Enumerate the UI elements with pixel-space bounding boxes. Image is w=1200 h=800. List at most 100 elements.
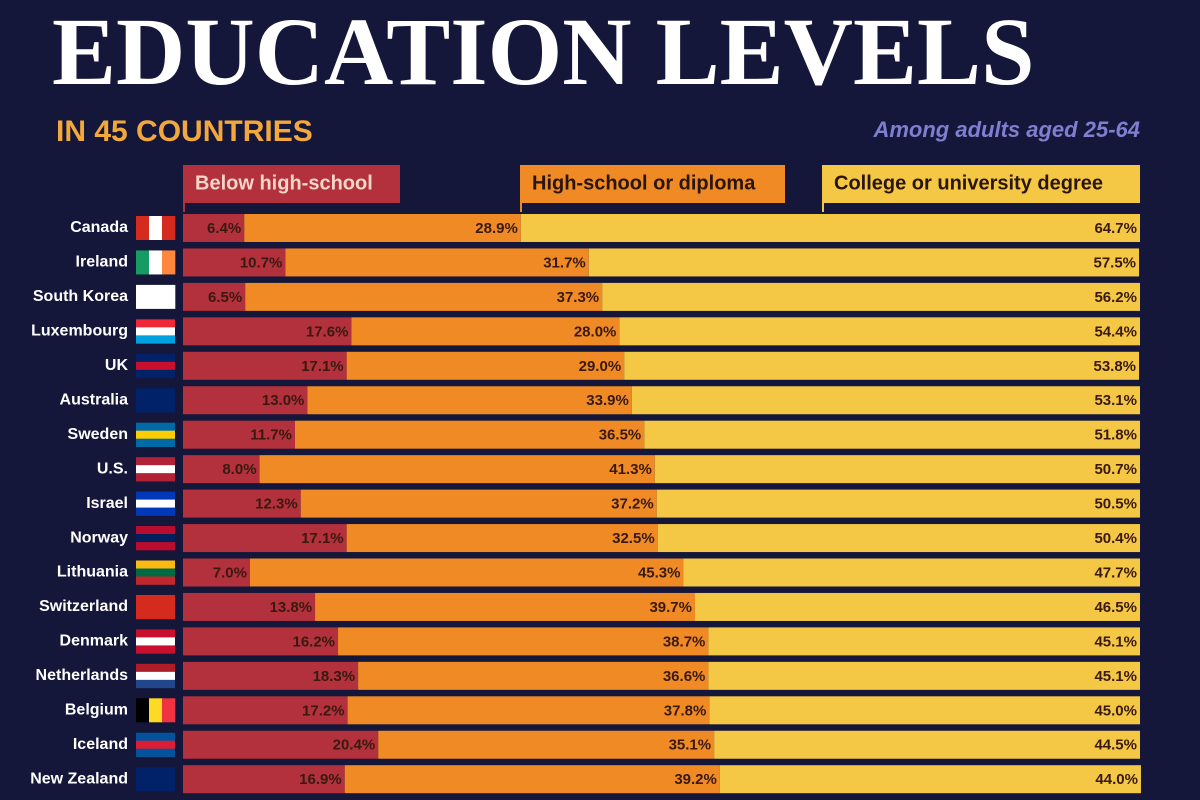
value-label: 17.1% xyxy=(301,530,344,547)
flag xyxy=(136,404,175,413)
value-label: 31.7% xyxy=(543,254,586,271)
value-label: 28.9% xyxy=(475,220,518,237)
value-label: 45.3% xyxy=(638,564,681,581)
bar-segment xyxy=(683,558,1140,587)
value-label: 7.0% xyxy=(213,564,247,581)
flag xyxy=(136,732,175,742)
value-label: 41.3% xyxy=(609,461,652,478)
bar-segment xyxy=(694,592,1140,621)
value-label: 20.4% xyxy=(333,737,376,754)
flag xyxy=(136,602,175,612)
flag xyxy=(136,430,175,439)
category-label: South Korea xyxy=(33,288,128,305)
flag xyxy=(136,560,175,569)
flag xyxy=(149,284,163,309)
bar-segment xyxy=(338,627,709,656)
bar-segment xyxy=(183,214,245,242)
flag xyxy=(136,594,175,604)
value-label: 16.2% xyxy=(292,633,335,650)
category-label: Denmark xyxy=(60,633,129,650)
bar-segment xyxy=(245,282,603,311)
value-label: 36.6% xyxy=(663,668,706,685)
flag xyxy=(136,396,175,405)
value-label: 8.0% xyxy=(222,461,256,478)
value-label: 53.1% xyxy=(1094,392,1137,409)
value-label: 17.2% xyxy=(302,702,345,719)
legend: Below high-school High-school or diploma C… xyxy=(183,165,1140,212)
value-label: 10.7% xyxy=(240,254,283,271)
value-label: 36.5% xyxy=(599,427,642,444)
value-label: 12.3% xyxy=(255,496,298,513)
category-label: Israel xyxy=(86,495,128,512)
value-label: 46.5% xyxy=(1094,599,1137,616)
bar-segment xyxy=(346,524,658,553)
legend-swatch xyxy=(822,165,1140,203)
bar-segment xyxy=(183,386,308,415)
flag xyxy=(136,473,175,482)
annotation: Among adults aged 25-64 xyxy=(872,117,1140,142)
bar-segment xyxy=(183,765,345,794)
bar-segment xyxy=(654,455,1140,484)
value-label: 53.8% xyxy=(1093,358,1136,375)
value-label: 45.1% xyxy=(1094,633,1137,650)
flag xyxy=(136,526,175,535)
legend-swatch xyxy=(183,165,400,203)
legend-label: College or university degree xyxy=(834,172,1103,194)
category-label: Switzerland xyxy=(39,598,128,615)
flag xyxy=(136,507,175,516)
bar-segment xyxy=(244,214,521,242)
bar-segment xyxy=(294,420,645,449)
flag xyxy=(136,369,175,379)
bar-segment xyxy=(588,248,1140,277)
flag xyxy=(149,250,163,275)
value-label: 50.7% xyxy=(1094,461,1137,478)
bar-segment xyxy=(183,455,260,484)
bar-segment xyxy=(183,558,250,587)
flag xyxy=(149,216,163,240)
value-label: 13.0% xyxy=(262,392,305,409)
category-label: Netherlands xyxy=(36,667,129,684)
bar-segment xyxy=(183,696,348,725)
bar-segment xyxy=(249,558,684,587)
flag xyxy=(136,388,175,397)
value-label: 6.4% xyxy=(207,220,241,237)
flag xyxy=(136,637,175,646)
flag xyxy=(136,361,175,371)
value-label: 13.8% xyxy=(270,599,313,616)
flag xyxy=(136,319,175,328)
category-label: Sweden xyxy=(68,426,128,443)
flag xyxy=(136,663,175,673)
value-label: 17.1% xyxy=(301,358,344,375)
bar-segment xyxy=(300,489,657,518)
bar-segment xyxy=(719,765,1141,794)
flag xyxy=(136,629,175,638)
flag xyxy=(136,698,150,723)
flag xyxy=(136,775,175,784)
flag xyxy=(136,534,175,543)
bar-segment xyxy=(619,317,1140,346)
value-label: 6.5% xyxy=(208,289,242,306)
bar-segment xyxy=(183,627,339,656)
bar-segment xyxy=(644,420,1140,449)
category-label: Canada xyxy=(70,219,128,236)
flag xyxy=(136,499,175,508)
flag xyxy=(136,457,175,466)
bar-segment xyxy=(346,351,625,380)
value-label: 37.3% xyxy=(557,289,600,306)
flag xyxy=(136,327,175,336)
bar-segment xyxy=(183,730,379,759)
category-label: U.S. xyxy=(97,460,128,477)
bar-segment xyxy=(183,420,295,449)
bar-segment xyxy=(714,730,1140,759)
value-label: 45.1% xyxy=(1094,668,1137,685)
legend-label: High-school or diploma xyxy=(532,172,756,194)
bar-segment xyxy=(656,489,1140,518)
bar-segment xyxy=(183,351,347,380)
bar-segment xyxy=(285,248,589,277)
plot: Canada 6.4% 28.9% 64.7% Ireland 10.7% 31.7% 57.… xyxy=(30,214,1141,794)
category-label: Ireland xyxy=(76,254,128,271)
value-label: 38.7% xyxy=(663,633,706,650)
value-label: 32.5% xyxy=(612,530,655,547)
flag xyxy=(162,216,176,240)
